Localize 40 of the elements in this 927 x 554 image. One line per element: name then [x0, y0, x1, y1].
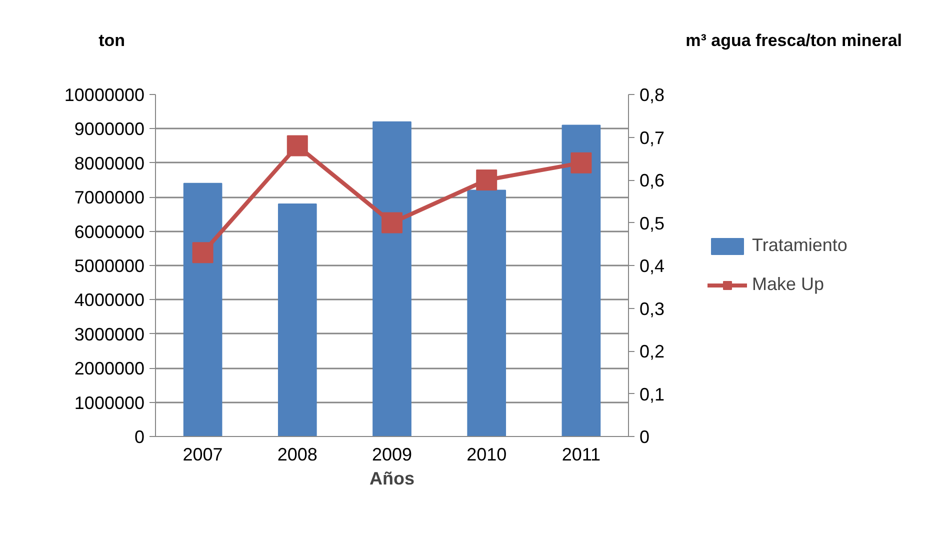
y-tick-label: 7000000: [74, 188, 145, 208]
y-tick-label: 9000000: [74, 119, 145, 140]
x-tick-label: 2010: [466, 444, 507, 464]
y2-tick-label: 0: [640, 427, 650, 447]
y-tick-label: 8000000: [74, 153, 145, 174]
bar: [278, 203, 317, 436]
bar: [372, 121, 412, 436]
point: [192, 242, 214, 264]
y-tick-label: 3000000: [74, 324, 145, 344]
y-tick-label: 5000000: [74, 256, 145, 276]
x-tick-label: 2011: [562, 444, 601, 464]
y-axis-title: ton: [98, 30, 125, 52]
point: [382, 212, 402, 234]
y2-tick-label: 0,2: [640, 342, 665, 362]
y-tick-label: 2000000: [74, 358, 145, 379]
y-tick-label: 10000000: [64, 85, 145, 105]
point: [476, 170, 498, 190]
y-tick-label: 6000000: [74, 222, 145, 242]
bar: [467, 190, 506, 436]
y2-tick-label: 0,7: [640, 128, 665, 148]
y-tick-label: 1000000: [74, 392, 145, 413]
y2-tick-label: 0,6: [640, 170, 665, 190]
y2-tick-label: 0,3: [640, 298, 665, 319]
x-tick-label: 2009: [372, 444, 412, 464]
y2-tick-label: 0,1: [640, 384, 665, 404]
y-tick-label: 0: [134, 427, 145, 447]
y2-tick-label: 0,4: [640, 256, 665, 276]
y2-tick-label: 0,5: [640, 213, 665, 234]
x-tick-label: 2007: [182, 444, 223, 464]
y2-tick-label: 0,8: [640, 85, 665, 105]
point: [570, 152, 592, 174]
legend-label: Tratamiento: [752, 235, 848, 256]
y-tick-label: 4000000: [74, 290, 145, 310]
point: [286, 135, 308, 156]
bar: [183, 182, 222, 436]
bar: [562, 124, 601, 436]
y2-axis-title: m³ agua fresca/ton mineral: [686, 30, 902, 52]
x-tick-label: 2008: [277, 444, 318, 464]
legend-label: Make Up: [752, 274, 824, 295]
x-axis-title: Años: [370, 468, 414, 488]
